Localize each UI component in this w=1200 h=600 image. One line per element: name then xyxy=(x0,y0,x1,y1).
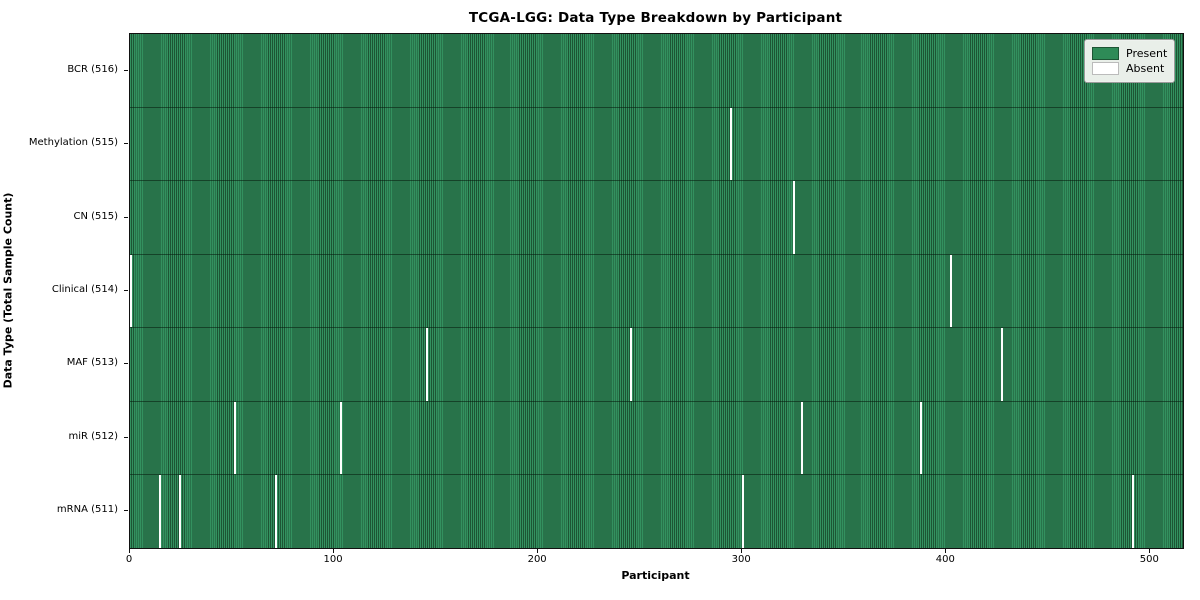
row-cn xyxy=(130,180,1183,254)
y-tick-label: miR (512) xyxy=(68,430,118,442)
row-maf xyxy=(130,327,1183,401)
row-clinical xyxy=(130,253,1183,328)
legend-label: Present xyxy=(1126,47,1168,60)
plot-area xyxy=(129,33,1184,549)
y-tick-mark xyxy=(124,69,128,71)
x-tick-label: 200 xyxy=(527,554,547,565)
x-axis-title: Participant xyxy=(621,569,690,582)
absent-gap xyxy=(158,475,161,549)
absent-gap xyxy=(234,401,237,475)
x-tick-mark xyxy=(945,549,947,553)
y-tick-mark xyxy=(124,143,128,145)
x-tick-mark xyxy=(333,549,335,553)
absent-gap xyxy=(629,328,633,401)
absent-gap xyxy=(178,475,182,549)
legend-item-absent: Absent xyxy=(1092,62,1167,75)
y-tick-label: MAF (513) xyxy=(66,357,118,369)
x-tick-mark xyxy=(741,549,743,553)
absent-gap xyxy=(950,254,953,328)
absent-gap xyxy=(1131,475,1135,549)
present-swatch-icon xyxy=(1092,47,1119,60)
y-tick-mark xyxy=(124,216,128,218)
row-mir xyxy=(130,400,1183,475)
y-tick-mark xyxy=(124,290,128,291)
absent-gap xyxy=(793,181,796,254)
absent-gap xyxy=(1001,328,1004,401)
absent-gap xyxy=(340,401,343,475)
row-bcr xyxy=(130,34,1183,107)
absent-gap xyxy=(729,107,733,181)
legend-label: Absent xyxy=(1126,62,1165,75)
y-axis-title: Data Type (Total Sample Count) xyxy=(1,192,15,389)
row-methylation xyxy=(130,106,1183,181)
y-tick-label: Clinical (514) xyxy=(51,284,118,295)
x-tick-label: 400 xyxy=(935,554,955,565)
absent-gap xyxy=(742,475,745,549)
x-tick-mark xyxy=(129,549,130,553)
y-tick-label: mRNA (511) xyxy=(56,504,118,516)
y-tick-mark xyxy=(124,363,128,365)
absent-gap xyxy=(130,254,133,328)
x-tick-label: 100 xyxy=(323,554,343,565)
absent-gap xyxy=(801,401,804,475)
row-mrna xyxy=(130,474,1183,549)
x-tick-label: 500 xyxy=(1139,554,1159,565)
absent-gap xyxy=(274,475,277,549)
chart-title: TCGA-LGG: Data Type Breakdown by Partici… xyxy=(468,10,843,26)
absent-swatch-icon xyxy=(1092,62,1119,75)
x-tick-label: 0 xyxy=(125,554,133,565)
x-tick-mark xyxy=(537,549,539,553)
y-tick-label: BCR (516) xyxy=(67,63,118,75)
y-tick-mark xyxy=(124,436,128,438)
x-tick-mark xyxy=(1149,549,1151,553)
x-tick-label: 300 xyxy=(731,554,751,565)
legend-item-present: Present xyxy=(1092,47,1167,60)
y-tick-mark xyxy=(124,510,128,512)
legend: Present Absent xyxy=(1084,39,1175,83)
y-tick-label: CN (515) xyxy=(73,210,118,222)
y-tick-label: Methylation (515) xyxy=(28,137,118,149)
absent-gap xyxy=(919,401,922,475)
absent-gap xyxy=(425,328,428,401)
